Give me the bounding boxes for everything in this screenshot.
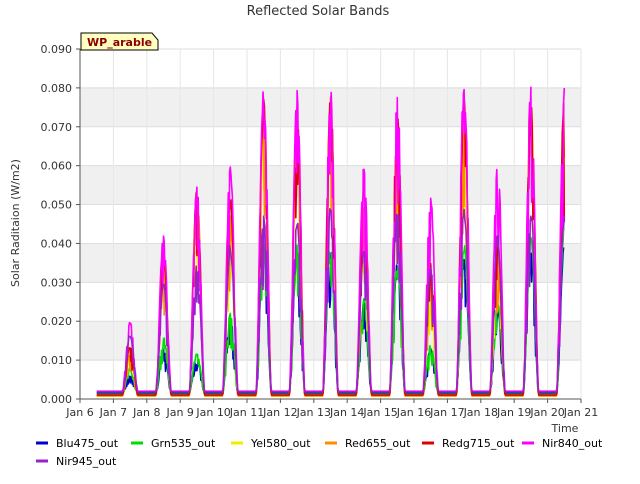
x-tick-label: Jan 19 (496, 406, 531, 419)
site-label: WP_arable (87, 36, 152, 49)
x-tick-label: Jan 16 (396, 406, 431, 419)
legend-label-nir840_out: Nir840_out (542, 437, 603, 450)
series-line-blu475_out (96, 247, 565, 395)
legend-label-blu475_out: Blu475_out (56, 437, 119, 450)
y-tick-label: 0.070 (41, 121, 73, 134)
background-band (80, 321, 581, 361)
y-tick-label: 0.080 (41, 82, 73, 95)
legend-label-yel580_out: Yel580_out (250, 437, 311, 450)
x-tick-label: Jan 21 (563, 406, 598, 419)
y-tick-label: 0.030 (41, 276, 73, 289)
x-tick-label: Jan 15 (362, 406, 397, 419)
x-tick-label: Jan 7 (99, 406, 127, 419)
legend-label-nir945_out: Nir945_out (56, 455, 117, 468)
y-axis-title: Solar Raditaion (W/m2) (9, 159, 22, 287)
grid-lines (79, 48, 582, 400)
plot-series-group (96, 86, 566, 397)
y-tick-label: 0.020 (41, 315, 73, 328)
series-line-nir945_out (96, 208, 566, 393)
legend-label-red655_out: Red655_out (345, 437, 411, 450)
x-tick-label: Jan 13 (296, 406, 331, 419)
site-label-box (80, 32, 159, 51)
chart-title: Reflected Solar Bands (247, 4, 390, 19)
legend-label-grn535_out: Grn535_out (151, 437, 216, 450)
legend-label-redg715_out: Redg715_out (442, 437, 515, 450)
x-tick-label: Jan 18 (463, 406, 498, 419)
site-label-badge: WP_arable (80, 32, 159, 51)
y-tick-label: 0.050 (41, 199, 73, 212)
x-tick-label: Jan 11 (229, 406, 264, 419)
legend: Blu475_out Grn535_out Yel580_out Red655_out… (36, 437, 603, 468)
y-tick-label: 0.090 (41, 43, 73, 56)
x-axis-title: Time (551, 422, 579, 435)
x-tick-label: Jan 10 (195, 406, 230, 419)
y-tick-label: 0.060 (41, 160, 73, 173)
series-line-grn535_out (96, 227, 566, 396)
x-tick-label: Jan 14 (329, 406, 364, 419)
y-tick-label: 0.010 (41, 354, 73, 367)
x-tick-label: Jan 9 (165, 406, 193, 419)
y-tick-label: 0.040 (41, 237, 73, 250)
x-tick-label: Jan 17 (429, 406, 464, 419)
x-tick-label: Jan 8 (132, 406, 160, 419)
x-tick-label: Jan 6 (65, 406, 93, 419)
x-tick-label: Jan 20 (529, 406, 564, 419)
y-tick-label: 0.000 (41, 393, 73, 406)
x-tick-label: Jan 12 (262, 406, 297, 419)
